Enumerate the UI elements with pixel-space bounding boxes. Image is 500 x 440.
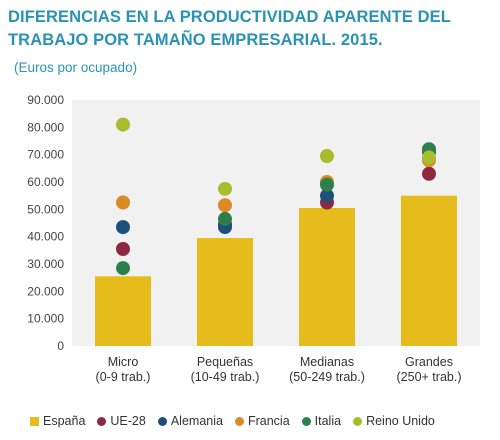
bar-espana xyxy=(299,207,355,346)
point-italia xyxy=(218,211,232,226)
bar-espana xyxy=(95,276,151,346)
y-tick-label: 40.000 xyxy=(27,230,64,244)
y-tick-label: 60.000 xyxy=(27,175,64,189)
legend-swatch xyxy=(301,416,311,426)
legend-swatch xyxy=(353,416,363,426)
x-tick-label: Pequeñas xyxy=(197,355,253,369)
bar-series-espana xyxy=(95,195,457,346)
legend-item-reino-unido: Reino Unido xyxy=(353,414,435,428)
y-tick-label: 0 xyxy=(57,339,64,353)
legend-swatch xyxy=(30,416,39,426)
legend-item-espa-a: España xyxy=(30,414,85,428)
bar-espana xyxy=(197,238,253,346)
point-reino-unido xyxy=(422,150,436,165)
legend-label: Francia xyxy=(247,414,290,428)
legend-swatch xyxy=(97,416,107,426)
point-reino-unido xyxy=(320,149,334,164)
chart-title: DIFERENCIAS EN LA PRODUCTIVIDAD APARENTE… xyxy=(8,8,451,49)
x-axis-labels: Micro(0-9 trab.) Pequeñas(10-49 trab.) Med… xyxy=(96,355,462,384)
y-axis-ticks: 0 10.000 20.000 30.000 40.000 50.000 60.000 70.… xyxy=(27,93,64,353)
legend-label: Alemania xyxy=(170,414,223,428)
y-tick-label: 10.000 xyxy=(27,312,64,326)
y-tick-label: 50.000 xyxy=(27,202,64,216)
x-tick-label: (250+ trab.) xyxy=(397,370,462,384)
legend-item-alemania: Alemania xyxy=(157,414,223,428)
legend-item-italia: Italia xyxy=(301,414,342,428)
point-ue-28 xyxy=(422,166,436,181)
point-italia xyxy=(320,177,334,192)
x-tick-label: (50-249 trab.) xyxy=(289,370,365,384)
y-tick-label: 80.000 xyxy=(27,120,64,134)
point-francia xyxy=(116,195,130,210)
y-tick-label: 20.000 xyxy=(27,284,64,298)
legend-label: Italia xyxy=(314,414,342,428)
x-tick-label: (10-49 trab.) xyxy=(191,370,260,384)
point-italia xyxy=(116,261,130,276)
legend-swatch xyxy=(234,416,244,426)
point-francia xyxy=(218,198,232,213)
chart-subtitle: (Euros por ocupado) xyxy=(14,60,138,75)
y-tick-label: 30.000 xyxy=(27,257,64,271)
bar-espana xyxy=(401,195,457,346)
y-tick-label: 90.000 xyxy=(27,93,64,107)
x-tick-label: (0-9 trab.) xyxy=(96,370,151,384)
point-alemania xyxy=(116,220,130,235)
legend-label: España xyxy=(43,414,86,428)
point-alemania xyxy=(320,188,334,203)
legend: España UE-28 Alemania Francia Italia Reino Un… xyxy=(30,414,435,428)
point-series xyxy=(116,117,436,276)
legend-item-ue-28: UE-28 xyxy=(97,414,146,428)
point-ue-28 xyxy=(116,241,130,256)
legend-label: Reino Unido xyxy=(366,414,435,428)
legend-swatch xyxy=(157,416,167,426)
y-tick-label: 70.000 xyxy=(27,148,64,162)
x-tick-label: Medianas xyxy=(300,355,354,369)
point-reino-unido xyxy=(218,181,232,196)
x-tick-label: Micro xyxy=(108,355,139,369)
legend-item-francia: Francia xyxy=(234,414,290,428)
legend-label: UE-28 xyxy=(110,414,146,428)
x-tick-label: Grandes xyxy=(405,355,453,369)
point-reino-unido xyxy=(116,117,130,132)
